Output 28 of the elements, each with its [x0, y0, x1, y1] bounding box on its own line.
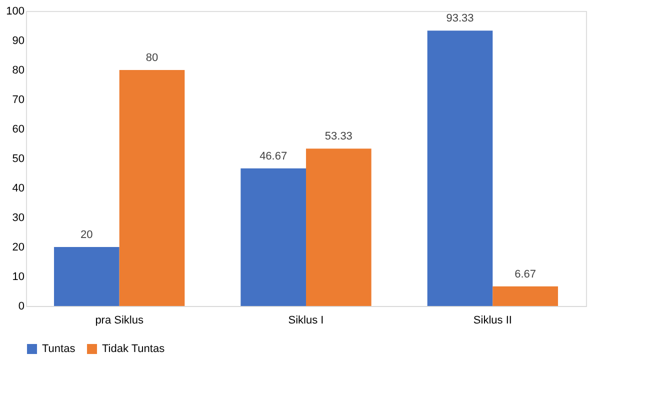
data-label: 6.67: [514, 268, 536, 280]
legend-label: Tuntas: [42, 343, 76, 355]
y-tick-label: 60: [12, 124, 24, 136]
y-tick-label: 40: [12, 182, 24, 194]
bar: [240, 168, 306, 306]
y-tick-label: 20: [12, 242, 24, 254]
legend-label: Tidak Tuntas: [102, 343, 166, 355]
y-tick-label: 100: [6, 6, 24, 18]
data-label: 93.33: [446, 12, 474, 25]
bar: [492, 286, 558, 306]
y-tick-label: 50: [12, 153, 24, 165]
y-tick-label: 30: [12, 212, 24, 224]
bar: [306, 148, 372, 306]
x-tick-label: Siklus II: [473, 314, 512, 326]
data-label: 80: [146, 52, 158, 64]
data-label: 20: [80, 229, 93, 241]
bar: [119, 70, 185, 306]
bar: [427, 30, 493, 306]
bar: [54, 247, 120, 306]
data-label: 46.67: [260, 150, 288, 162]
x-tick-label: Siklus I: [288, 314, 324, 326]
y-tick-label: 0: [18, 300, 24, 312]
y-tick-label: 90: [12, 35, 24, 47]
y-tick-label: 10: [12, 271, 24, 283]
y-tick-label: 80: [12, 64, 24, 76]
y-tick-label: 70: [12, 94, 24, 106]
x-tick-label: pra Siklus: [95, 314, 144, 326]
data-label: 53.33: [324, 130, 352, 143]
